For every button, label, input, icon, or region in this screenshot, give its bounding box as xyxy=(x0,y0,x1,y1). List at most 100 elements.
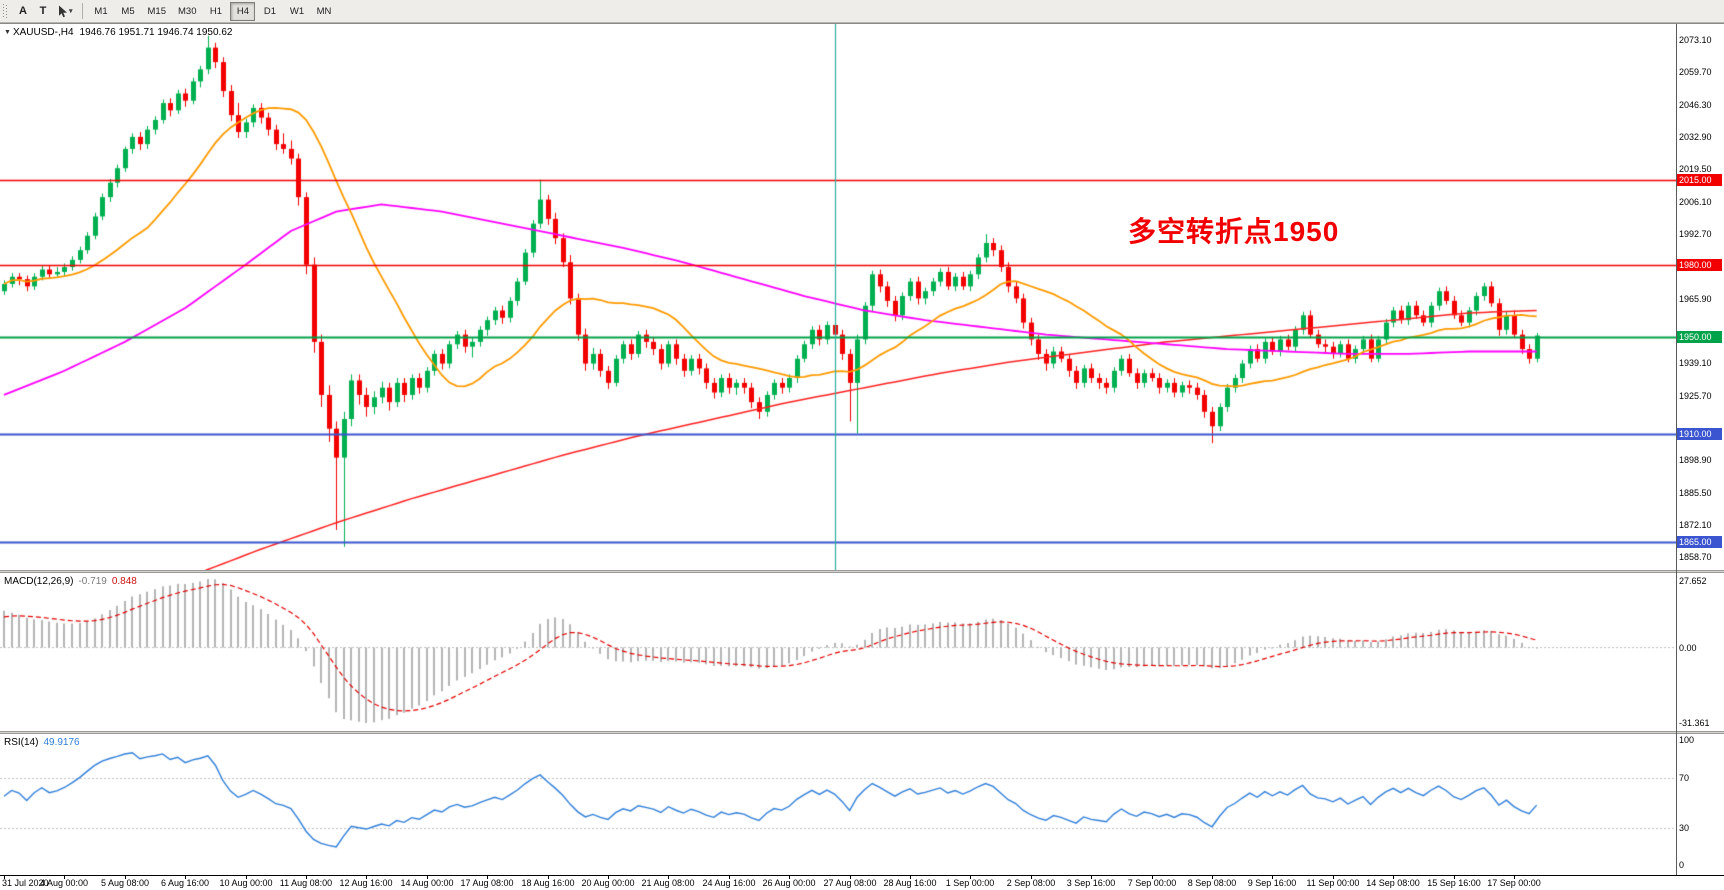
toolbar: A T ▾ M1 M5 M15 M30 H1 H4 D1 W1 MN xyxy=(0,0,1724,23)
price-axis-label: 1965.90 xyxy=(1679,293,1712,304)
time-axis-label: 21 Aug 08:00 xyxy=(641,878,695,888)
time-axis-label: 14 Aug 00:00 xyxy=(400,878,454,888)
price-chart-canvas[interactable] xyxy=(0,24,1676,570)
price-tag: 1910.00 xyxy=(1676,427,1722,440)
time-axis-label: 3 Sep 16:00 xyxy=(1066,878,1116,888)
time-axis-label: 12 Aug 16:00 xyxy=(339,878,393,888)
time-axis-tick xyxy=(125,876,126,879)
time-axis-tick xyxy=(910,876,911,879)
timeframe-mn-button[interactable]: MN xyxy=(311,2,336,21)
timeframe-w1-button[interactable]: W1 xyxy=(284,2,309,21)
cursor-icon xyxy=(59,5,67,17)
time-axis[interactable]: 31 Jul 2020 4 Aug 00:00 5 Aug 08:00 6 Aug 1… xyxy=(0,875,1724,890)
chevron-down-icon: ▾ xyxy=(69,8,73,15)
time-axis-tick xyxy=(246,876,247,879)
time-axis-label: 9 Sep 16:00 xyxy=(1247,878,1297,888)
time-axis-label: 8 Sep 08:00 xyxy=(1187,878,1237,888)
time-axis-label: 15 Sep 16:00 xyxy=(1427,878,1481,888)
time-axis-tick xyxy=(1393,876,1394,879)
timeframe-h4-button[interactable]: H4 xyxy=(230,2,256,21)
time-axis-tick xyxy=(1272,876,1273,879)
cursor-tool-button[interactable]: ▾ xyxy=(53,2,77,21)
time-axis-label: 11 Sep 00:00 xyxy=(1306,878,1360,888)
chart-legend: ▼ XAUUSD-,H4 1946.76 1951.71 1946.74 1950.… xyxy=(4,27,232,38)
rsi-value: 49.9176 xyxy=(43,737,80,748)
price-tag: 1980.00 xyxy=(1676,258,1722,271)
price-axis-label: 1858.70 xyxy=(1679,552,1712,563)
macd-axis[interactable]: 27.652 0.00 -31.361 xyxy=(1676,573,1724,731)
time-axis-label: 5 Aug 08:00 xyxy=(100,878,150,888)
time-axis-tick xyxy=(1333,876,1334,879)
time-axis-label: 31 Jul 2020 xyxy=(2,878,49,888)
price-axis-label: 1992.70 xyxy=(1679,229,1712,240)
macd-title: MACD(12,26,9) -0.719 0.848 xyxy=(4,576,137,587)
rsi-pane: RSI(14) 49.9176 xyxy=(0,734,1676,875)
time-axis-tick xyxy=(1031,876,1032,879)
price-axis-label: 2032.90 xyxy=(1679,132,1712,143)
time-axis-tick xyxy=(1152,876,1153,879)
rsi-axis-label: 100 xyxy=(1679,735,1695,745)
text-tool-button[interactable]: T xyxy=(33,2,53,21)
price-axis-label: 1939.10 xyxy=(1679,358,1712,369)
rsi-canvas[interactable] xyxy=(0,734,1676,875)
time-axis-label: 17 Aug 08:00 xyxy=(460,878,514,888)
pane-splitter-rsi[interactable] xyxy=(0,731,1724,734)
timeframe-h1-button[interactable]: H1 xyxy=(203,2,228,21)
timeframe-m5-button[interactable]: M5 xyxy=(116,2,141,21)
price-axis-label: 1925.70 xyxy=(1679,390,1712,401)
time-axis-tick xyxy=(1514,876,1515,879)
price-axis-label: 1898.90 xyxy=(1679,455,1712,466)
time-axis-tick xyxy=(4,876,5,879)
time-axis-label: 11 Aug 08:00 xyxy=(279,878,333,888)
time-axis-label: 27 Aug 08:00 xyxy=(823,878,877,888)
time-axis-tick xyxy=(1091,876,1092,879)
timeframe-m30-button[interactable]: M30 xyxy=(173,2,201,21)
chart-window: ▼ XAUUSD-,H4 1946.76 1951.71 1946.74 1950.… xyxy=(0,23,1724,890)
time-axis-label: 14 Sep 08:00 xyxy=(1366,878,1420,888)
macd-signal-value: 0.848 xyxy=(111,576,137,587)
time-axis-tick xyxy=(1212,876,1213,879)
time-axis-label: 24 Aug 16:00 xyxy=(702,878,756,888)
time-axis-label: 6 Aug 16:00 xyxy=(160,878,210,888)
time-axis-label: 18 Aug 16:00 xyxy=(521,878,575,888)
price-tag: 1865.00 xyxy=(1676,536,1722,549)
price-axis[interactable]: 2015.00 1980.00 1950.00 1910.00 1865.00 1858.… xyxy=(1676,24,1724,570)
time-axis-label: 28 Aug 16:00 xyxy=(883,878,937,888)
price-axis-label: 2046.30 xyxy=(1679,99,1712,110)
symbol-period-label: XAUUSD-,H4 xyxy=(12,27,74,38)
price-tag: 1950.00 xyxy=(1676,331,1722,344)
time-axis-label: 10 Aug 00:00 xyxy=(219,878,273,888)
pane-splitter-macd[interactable] xyxy=(0,570,1724,573)
rsi-label: RSI(14) xyxy=(4,737,39,748)
ohlc-quote: 1946.76 1951.71 1946.74 1950.62 xyxy=(79,27,233,38)
price-pane: ▼ XAUUSD-,H4 1946.76 1951.71 1946.74 1950.… xyxy=(0,24,1676,570)
chart-annotation: 多空转折点1950 xyxy=(1128,216,1340,247)
price-tag: 2015.00 xyxy=(1676,174,1722,187)
price-axis-label: 1885.50 xyxy=(1679,487,1712,498)
toolbar-gripper[interactable] xyxy=(3,3,8,19)
rsi-axis[interactable]: 100 70 30 0 xyxy=(1676,734,1724,875)
time-axis-tick xyxy=(1454,876,1455,879)
macd-axis-label: 27.652 xyxy=(1679,576,1707,586)
toolbar-separator xyxy=(81,3,83,19)
price-axis-label: 2059.70 xyxy=(1679,67,1712,78)
time-axis-tick xyxy=(608,876,609,879)
macd-pane: MACD(12,26,9) -0.719 0.848 xyxy=(0,573,1676,731)
macd-canvas[interactable] xyxy=(0,573,1676,731)
text-annotation-tool-button[interactable]: A xyxy=(13,2,33,21)
macd-axis-label: -31.361 xyxy=(1679,718,1710,728)
chevron-down-icon[interactable]: ▼ xyxy=(4,29,11,36)
price-axis-label: 1872.10 xyxy=(1679,519,1712,530)
time-axis-tick xyxy=(64,876,65,879)
time-axis-tick xyxy=(548,876,549,879)
time-axis-label: 20 Aug 00:00 xyxy=(581,878,635,888)
timeframe-d1-button[interactable]: D1 xyxy=(257,2,282,21)
timeframe-m1-button[interactable]: M1 xyxy=(89,2,114,21)
rsi-axis-label: 70 xyxy=(1679,772,1690,783)
time-axis-tick xyxy=(729,876,730,879)
macd-main-value: -0.719 xyxy=(78,576,107,587)
macd-axis-label: 0.00 xyxy=(1679,642,1697,653)
time-axis-tick xyxy=(668,876,669,879)
timeframe-m15-button[interactable]: M15 xyxy=(143,2,171,21)
time-axis-tick xyxy=(185,876,186,879)
